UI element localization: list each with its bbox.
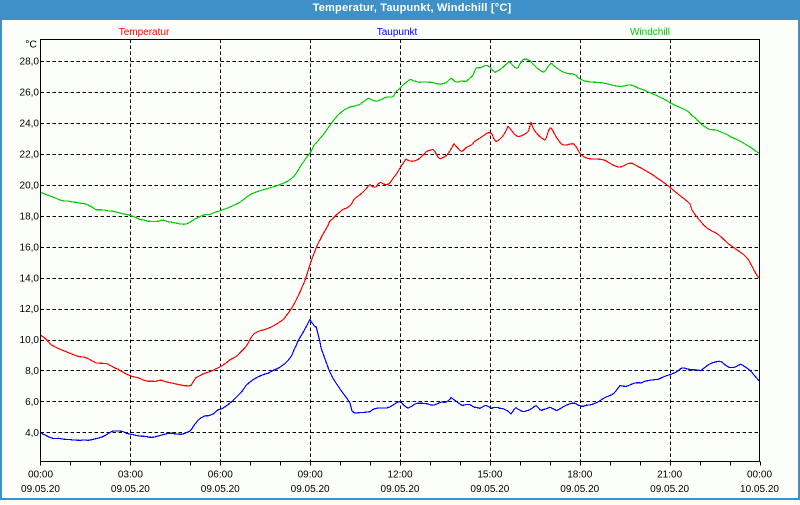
svg-text:14,0: 14,0	[20, 273, 40, 284]
svg-text:8,0: 8,0	[25, 366, 39, 377]
svg-text:09:00: 09:00	[298, 470, 323, 481]
svg-text:16,0: 16,0	[20, 242, 40, 253]
svg-text:09.05.20: 09.05.20	[560, 484, 599, 495]
svg-text:09.05.20: 09.05.20	[111, 484, 150, 495]
svg-text:09.05.20: 09.05.20	[201, 484, 240, 495]
svg-text:09.05.20: 09.05.20	[21, 484, 60, 495]
svg-text:10,0: 10,0	[20, 335, 40, 346]
svg-text:12:00: 12:00	[387, 470, 412, 481]
svg-text:26,0: 26,0	[20, 88, 40, 99]
svg-text:09.05.20: 09.05.20	[291, 484, 330, 495]
svg-text:Taupunkt: Taupunkt	[377, 27, 418, 38]
svg-text:28,0: 28,0	[20, 57, 40, 68]
svg-text:18:00: 18:00	[567, 470, 592, 481]
svg-text:6,0: 6,0	[25, 397, 39, 408]
svg-text:22,0: 22,0	[20, 149, 40, 160]
svg-text:00:00: 00:00	[28, 470, 53, 481]
svg-text:06:00: 06:00	[208, 470, 233, 481]
svg-text:09.05.20: 09.05.20	[381, 484, 420, 495]
svg-text:20,0: 20,0	[20, 180, 40, 191]
svg-text:12,0: 12,0	[20, 304, 40, 315]
svg-text:03:00: 03:00	[118, 470, 143, 481]
svg-text:Windchill: Windchill	[630, 27, 670, 38]
svg-text:4,0: 4,0	[25, 428, 39, 439]
svg-text:24,0: 24,0	[20, 119, 40, 130]
svg-text:18,0: 18,0	[20, 211, 40, 222]
svg-text:10.05.20: 10.05.20	[740, 484, 779, 495]
svg-text:21:00: 21:00	[657, 470, 682, 481]
svg-text:09.05.20: 09.05.20	[650, 484, 689, 495]
svg-text:00:00: 00:00	[747, 470, 772, 481]
svg-text:15:00: 15:00	[477, 470, 502, 481]
svg-text:09.05.20: 09.05.20	[470, 484, 509, 495]
svg-text:Temperatur: Temperatur	[119, 27, 170, 38]
svg-text:°C: °C	[25, 39, 37, 51]
